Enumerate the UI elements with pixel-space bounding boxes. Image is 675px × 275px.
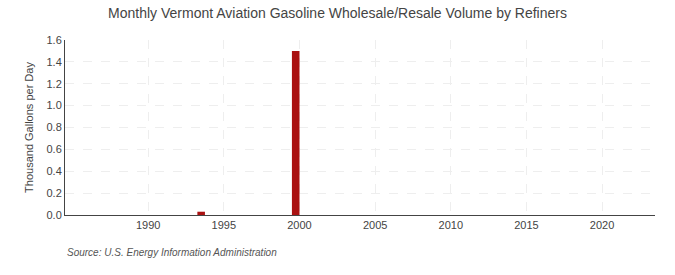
svg-text:1995: 1995 <box>212 219 236 231</box>
svg-text:0.6: 0.6 <box>47 143 62 155</box>
svg-text:Source: U.S. Energy Informatio: Source: U.S. Energy Information Administ… <box>67 247 277 258</box>
svg-text:1.4: 1.4 <box>47 56 62 68</box>
svg-text:0.2: 0.2 <box>47 187 62 199</box>
svg-text:2005: 2005 <box>363 219 387 231</box>
svg-text:1.6: 1.6 <box>47 34 62 46</box>
svg-text:2020: 2020 <box>590 219 614 231</box>
svg-text:2010: 2010 <box>439 219 463 231</box>
svg-text:2015: 2015 <box>514 219 538 231</box>
svg-text:0.8: 0.8 <box>47 121 62 133</box>
svg-text:0.4: 0.4 <box>47 165 62 177</box>
svg-text:1.2: 1.2 <box>47 78 62 90</box>
svg-text:0.0: 0.0 <box>47 209 62 221</box>
svg-text:1990: 1990 <box>136 219 160 231</box>
svg-text:Thousand Gallons per Day: Thousand Gallons per Day <box>23 62 35 193</box>
svg-text:2000: 2000 <box>287 219 311 231</box>
svg-text:Monthly Vermont Aviation Gasol: Monthly Vermont Aviation Gasoline Wholes… <box>108 5 567 21</box>
svg-text:1.0: 1.0 <box>47 99 62 111</box>
